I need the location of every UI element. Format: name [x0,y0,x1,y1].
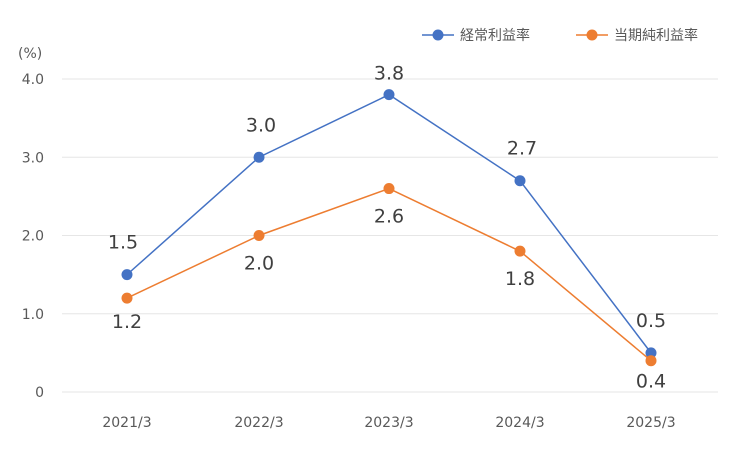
series-1-point [253,151,265,163]
x-axis-ticks: 2021/3 2022/3 2023/3 2024/3 2025/3 [102,415,675,431]
x-tick-label: 2021/3 [102,415,151,431]
legend: 経常利益率 当期純利益率 [422,27,698,44]
series-1-point [645,347,657,359]
data-label: 2.0 [244,253,274,275]
y-axis-unit-label: (%) [18,46,42,62]
legend-label: 当期純利益率 [614,27,698,44]
y-tick-label: 2.0 [22,229,44,245]
series-2-point [383,183,395,195]
series-1-point [121,269,133,281]
data-label: 1.5 [108,232,138,254]
series-2-point [645,355,657,367]
data-label: 1.8 [505,268,535,290]
series-group [121,89,657,367]
x-tick-label: 2023/3 [364,415,413,431]
legend-label: 経常利益率 [460,27,530,44]
data-label: 3.0 [246,114,276,136]
series-2-point [514,245,526,257]
data-label: 2.6 [374,206,404,228]
legend-swatch-marker [432,29,444,41]
series-2-point [121,292,133,304]
x-tick-label: 2024/3 [495,415,544,431]
y-tick-label: 0 [35,385,44,401]
grid-lines [62,78,718,393]
series-1-point [383,89,395,101]
data-label: 0.4 [636,371,666,393]
series-2-point [253,230,265,241]
data-label: 2.7 [507,138,537,160]
data-labels: 1.5 3.0 3.8 2.7 0.5 1.2 2.0 2.6 1.8 0.4 [108,63,666,393]
data-label: 0.5 [636,310,666,332]
y-tick-label: 3.0 [22,150,44,166]
x-tick-label: 2022/3 [234,415,283,431]
y-tick-label: 4.0 [22,72,44,88]
legend-swatch-marker [586,29,598,41]
series-1-point [514,175,526,187]
data-label: 1.2 [112,311,142,333]
x-tick-label: 2025/3 [626,415,675,431]
data-label: 3.8 [374,63,404,85]
y-tick-label: 1.0 [22,307,44,323]
y-axis-ticks: 0 1.0 2.0 3.0 4.0 [22,72,44,401]
